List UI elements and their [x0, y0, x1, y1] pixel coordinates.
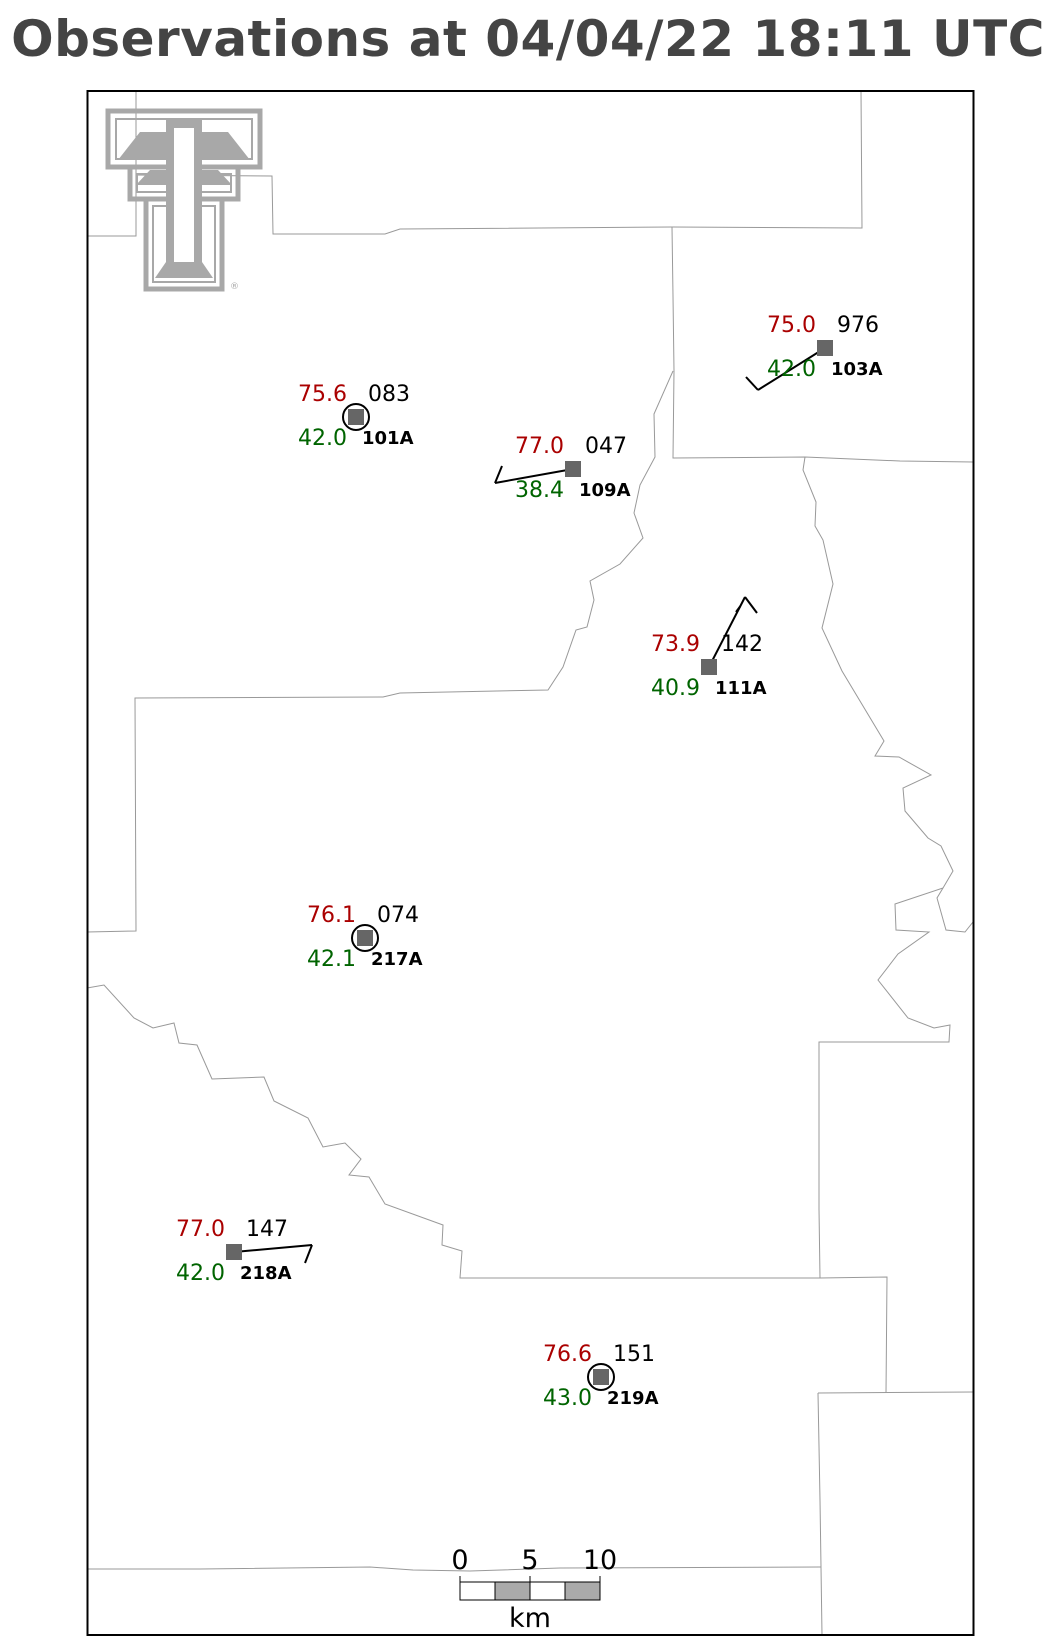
wind-barb-flag [745, 376, 759, 391]
dewpoint-label: 38.4 [515, 478, 564, 503]
temperature-label: 76.1 [307, 903, 356, 928]
scale-unit: km [509, 1603, 551, 1634]
temperature-label: 75.6 [298, 382, 347, 407]
wind-barb-staff [494, 468, 574, 484]
temperature-label: 77.0 [176, 1217, 225, 1242]
station-id-label: 103A [831, 359, 883, 380]
temperature-label: 77.0 [515, 434, 564, 459]
scale-bar: 0 5 10 km [451, 1545, 617, 1634]
page-title: Observations at 04/04/22 18:11 UTC [11, 10, 1045, 68]
station-id-label: 217A [371, 949, 423, 970]
station-marker [593, 1369, 609, 1385]
county-borders [87, 91, 973, 1635]
station-218A[interactable]: 77.0 42.0 147 218A [176, 1217, 313, 1286]
pressure-label: 047 [585, 434, 627, 459]
wind-barb-flag [735, 605, 742, 613]
calm-wind-circle [342, 403, 370, 431]
dewpoint-label: 42.0 [767, 357, 816, 382]
dewpoint-label: 43.0 [543, 1386, 592, 1411]
station-marker [348, 409, 364, 425]
pressure-label: 142 [721, 632, 763, 657]
station-109A[interactable]: 77.0 38.4 047 109A [494, 434, 631, 503]
station-marker [357, 930, 373, 946]
scale-tick-0: 0 [451, 1545, 468, 1576]
scale-tick-5: 5 [521, 1545, 538, 1576]
station-217A[interactable]: 76.1 42.1 074 217A [307, 903, 423, 972]
wind-barb-flag [494, 465, 503, 484]
dewpoint-label: 42.0 [298, 426, 347, 451]
wind-barb-flag [744, 596, 758, 614]
wind-barb-staff [233, 1244, 313, 1253]
calm-wind-circle [351, 924, 379, 952]
station-marker [817, 340, 833, 356]
dewpoint-label: 42.0 [176, 1261, 225, 1286]
station-id-label: 218A [240, 1263, 292, 1284]
station-id-label: 101A [362, 428, 414, 449]
temperature-label: 73.9 [651, 632, 700, 657]
station-219A[interactable]: 76.6 43.0 151 219A [543, 1342, 659, 1411]
pressure-label: 083 [368, 382, 410, 407]
station-103A[interactable]: 75.0 42.0 976 103A [745, 313, 883, 391]
double-t-logo: ® [105, 108, 263, 292]
station-111A[interactable]: 73.9 40.9 142 111A [651, 596, 767, 701]
scale-tick-10: 10 [583, 1545, 617, 1576]
pressure-label: 074 [377, 903, 419, 928]
pressure-label: 147 [246, 1217, 288, 1242]
dewpoint-label: 42.1 [307, 947, 356, 972]
station-id-label: 111A [715, 678, 767, 699]
wind-barb-flag [304, 1244, 313, 1264]
station-marker [565, 461, 581, 477]
temperature-label: 75.0 [767, 313, 816, 338]
pressure-label: 151 [613, 1342, 655, 1367]
dewpoint-label: 40.9 [651, 676, 700, 701]
station-id-label: 109A [579, 480, 631, 501]
pressure-label: 976 [837, 313, 879, 338]
calm-wind-circle [587, 1363, 615, 1391]
station-101A[interactable]: 75.6 42.0 083 101A [298, 382, 414, 451]
map-frame [86, 90, 975, 1636]
station-id-label: 219A [607, 1388, 659, 1409]
temperature-label: 76.6 [543, 1342, 592, 1367]
station-marker [701, 659, 717, 675]
registered-mark: ® [230, 282, 239, 292]
wind-barb-staff [757, 347, 826, 391]
station-marker [226, 1244, 242, 1260]
